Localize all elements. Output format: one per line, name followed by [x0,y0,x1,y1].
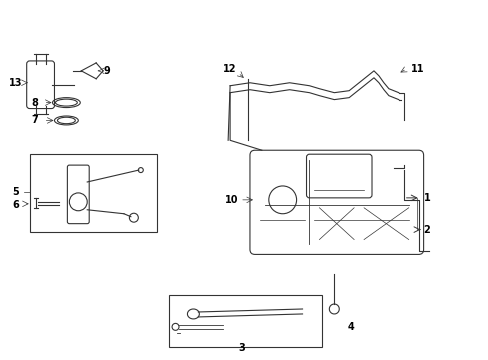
Text: 13: 13 [9,78,22,88]
Text: 3: 3 [238,343,245,353]
Bar [30,154,156,231]
Text: 12: 12 [223,64,236,74]
Text: 7: 7 [31,116,38,126]
Text: 4: 4 [346,322,353,332]
Text: 6: 6 [12,200,19,210]
Text: 5: 5 [12,187,19,197]
Bar [168,295,322,347]
Text: 9: 9 [103,66,110,76]
Text: 10: 10 [224,195,238,205]
Text: 8: 8 [31,98,38,108]
Text: 2: 2 [423,225,429,235]
Text: 1: 1 [423,193,429,203]
Text: 11: 11 [410,64,424,74]
